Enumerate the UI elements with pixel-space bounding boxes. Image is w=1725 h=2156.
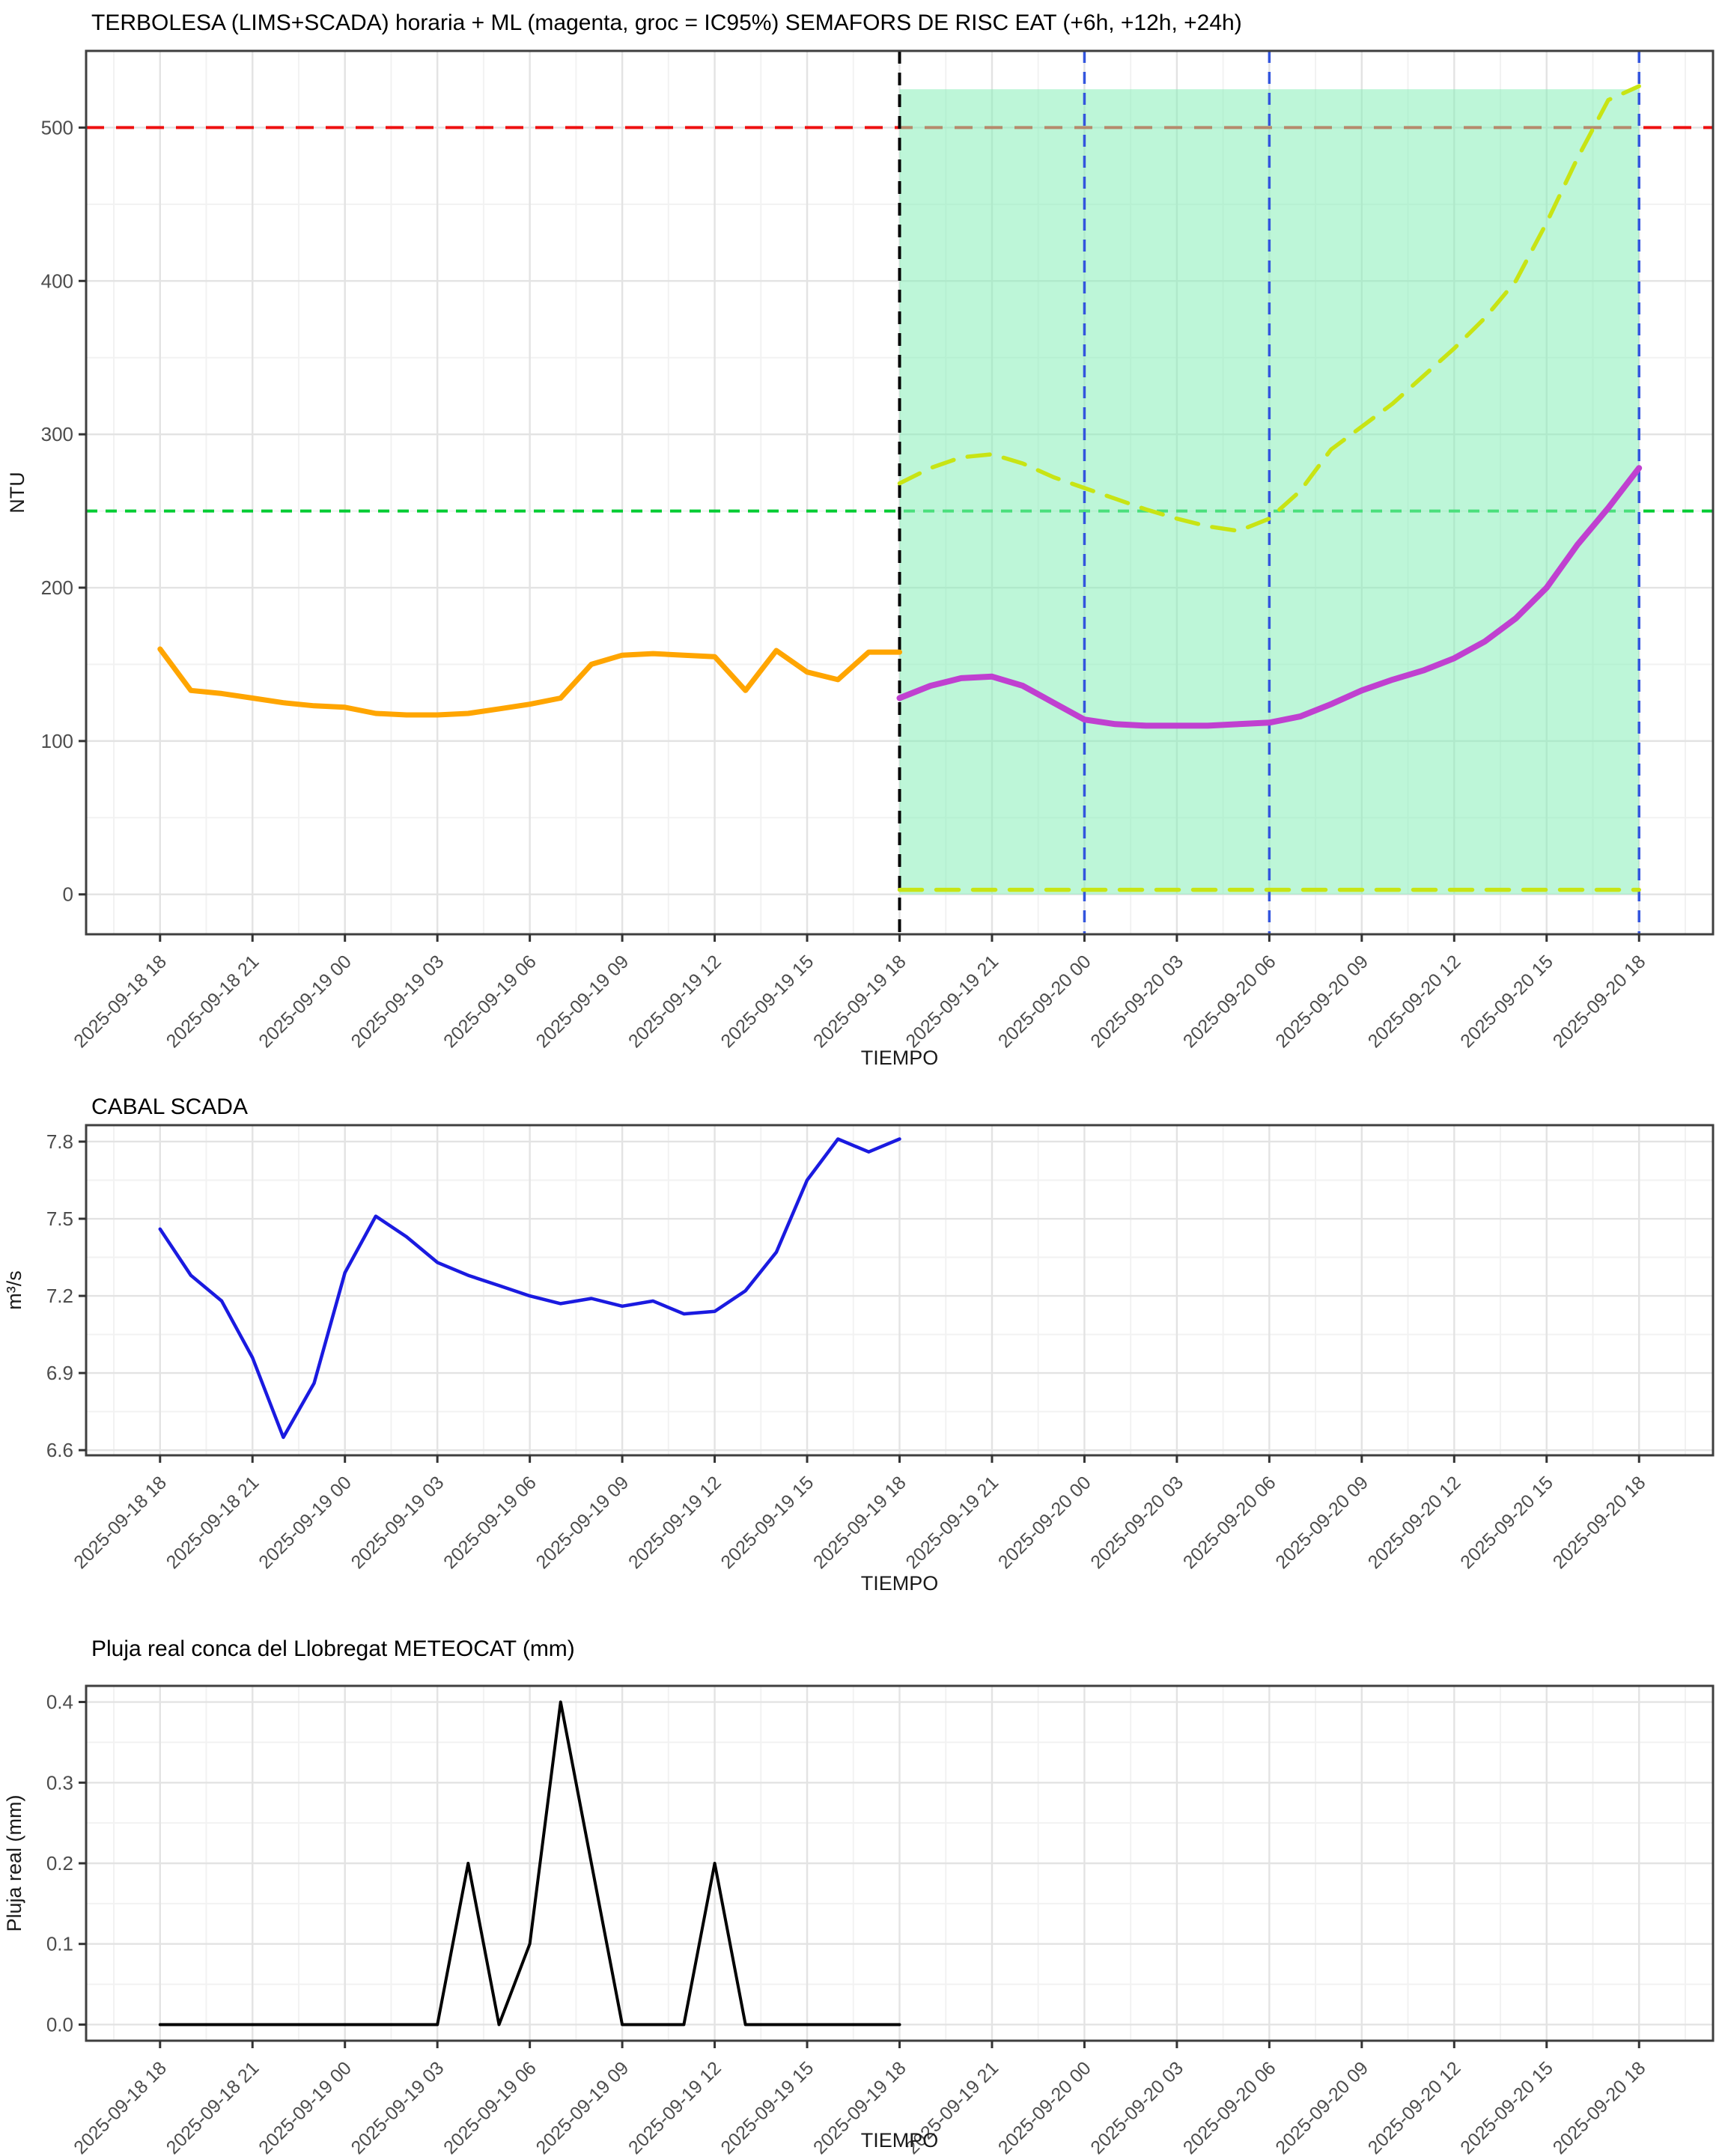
series-ic95-upper — [897, 84, 1641, 533]
svg-text:2025-09-20 06: 2025-09-20 06 — [1179, 1472, 1280, 1573]
x-axis-title: TIEMPO — [861, 1047, 939, 1069]
svg-text:7.8: 7.8 — [46, 1130, 73, 1153]
svg-text:7.2: 7.2 — [46, 1285, 73, 1307]
svg-text:2025-09-20 06: 2025-09-20 06 — [1179, 951, 1280, 1052]
series-observed-lims-scada — [157, 646, 902, 718]
svg-text:2025-09-20 03: 2025-09-20 03 — [1086, 1472, 1187, 1573]
svg-text:6.6: 6.6 — [46, 1439, 73, 1461]
y-tick-labels: 0.0 0.1 0.2 0.3 0.4 — [46, 1691, 73, 2036]
svg-text:2025-09-19 12: 2025-09-19 12 — [624, 2057, 725, 2156]
svg-text:2025-09-19 15: 2025-09-19 15 — [717, 951, 818, 1052]
svg-text:2025-09-20 03: 2025-09-20 03 — [1086, 951, 1187, 1052]
svg-text:2025-09-19 06: 2025-09-19 06 — [439, 951, 541, 1052]
rainfall-chart: Pluja real conca del Llobregat METEOCAT … — [0, 1602, 1725, 2156]
svg-text:2025-09-19 18: 2025-09-19 18 — [809, 1472, 910, 1573]
svg-text:2025-09-20 15: 2025-09-20 15 — [1456, 2057, 1557, 2156]
svg-text:2025-09-19 09: 2025-09-19 09 — [532, 1472, 633, 1573]
svg-text:6.9: 6.9 — [46, 1362, 73, 1384]
svg-text:2025-09-20 09: 2025-09-20 09 — [1271, 2057, 1372, 2156]
svg-text:2025-09-20 00: 2025-09-20 00 — [994, 1472, 1095, 1573]
svg-text:2025-09-20 00: 2025-09-20 00 — [994, 2057, 1095, 2156]
svg-text:2025-09-20 09: 2025-09-20 09 — [1271, 951, 1372, 1052]
svg-text:2025-09-19 00: 2025-09-19 00 — [255, 951, 356, 1052]
axis-tick-marks — [79, 1140, 1640, 1463]
svg-text:2025-09-19 06: 2025-09-19 06 — [439, 1472, 541, 1573]
grid-major — [86, 1686, 1713, 2041]
x-axis-title: TIEMPO — [861, 2129, 939, 2152]
y-tick-labels: 6.6 6.9 7.2 7.5 7.8 — [46, 1130, 73, 1461]
svg-text:2025-09-18 18: 2025-09-18 18 — [70, 951, 171, 1052]
series-ml-prediction-magenta — [896, 465, 1643, 729]
svg-text:2025-09-19 03: 2025-09-19 03 — [347, 1472, 448, 1573]
svg-text:2025-09-20 09: 2025-09-20 09 — [1271, 1472, 1372, 1573]
svg-text:2025-09-19 12: 2025-09-19 12 — [624, 1472, 725, 1573]
svg-text:2025-09-18 21: 2025-09-18 21 — [162, 951, 264, 1052]
svg-text:2025-09-20 15: 2025-09-20 15 — [1456, 1472, 1557, 1573]
svg-text:0: 0 — [63, 883, 73, 906]
svg-text:2025-09-18 21: 2025-09-18 21 — [162, 1472, 264, 1573]
flow-chart-title: CABAL SCADA — [91, 1094, 248, 1119]
svg-text:2025-09-19 00: 2025-09-19 00 — [255, 2057, 356, 2156]
svg-text:0.0: 0.0 — [46, 2013, 73, 2035]
svg-text:2025-09-19 06: 2025-09-19 06 — [439, 2057, 541, 2156]
y-tick-labels: 0 100 200 300 400 500 — [41, 116, 73, 905]
svg-text:2025-09-19 09: 2025-09-19 09 — [532, 2057, 633, 2156]
svg-text:2025-09-19 03: 2025-09-19 03 — [347, 951, 448, 1052]
svg-text:2025-09-19 00: 2025-09-19 00 — [255, 1472, 356, 1573]
y-axis-title: Pluja real (mm) — [3, 1794, 25, 1931]
series-cabal-scada — [158, 1137, 901, 1440]
svg-text:2025-09-20 03: 2025-09-20 03 — [1086, 2057, 1187, 2156]
turbidity-chart-title: TERBOLESA (LIMS+SCADA) horaria + ML (mag… — [91, 10, 1242, 35]
series-pluja-real — [158, 1700, 901, 2026]
y-axis-title: NTU — [6, 472, 28, 514]
svg-text:100: 100 — [41, 730, 73, 752]
svg-text:0.4: 0.4 — [46, 1691, 73, 1714]
grid-major — [86, 1125, 1713, 1455]
svg-text:2025-09-20 18: 2025-09-20 18 — [1549, 2057, 1650, 2156]
svg-text:400: 400 — [41, 270, 73, 292]
svg-text:2025-09-20 06: 2025-09-20 06 — [1179, 2057, 1280, 2156]
svg-text:0.2: 0.2 — [46, 1852, 73, 1875]
svg-text:2025-09-20 18: 2025-09-20 18 — [1549, 1472, 1650, 1573]
svg-text:2025-09-18 18: 2025-09-18 18 — [70, 1472, 171, 1573]
svg-text:0.3: 0.3 — [46, 1771, 73, 1794]
svg-text:2025-09-20 15: 2025-09-20 15 — [1456, 951, 1557, 1052]
svg-text:2025-09-19 12: 2025-09-19 12 — [624, 951, 725, 1052]
svg-text:300: 300 — [41, 423, 73, 445]
svg-text:2025-09-20 12: 2025-09-20 12 — [1364, 951, 1465, 1052]
svg-text:2025-09-18 18: 2025-09-18 18 — [70, 2057, 171, 2156]
svg-text:2025-09-19 18: 2025-09-19 18 — [809, 951, 910, 1052]
svg-text:2025-09-20 18: 2025-09-20 18 — [1549, 951, 1650, 1052]
svg-text:200: 200 — [41, 576, 73, 599]
svg-text:2025-09-19 09: 2025-09-19 09 — [532, 951, 633, 1052]
svg-text:2025-09-20 00: 2025-09-20 00 — [994, 951, 1095, 1052]
svg-text:2025-09-19 15: 2025-09-19 15 — [717, 1472, 818, 1573]
svg-text:0.1: 0.1 — [46, 1933, 73, 1955]
turbidity-forecast-chart: TERBOLESA (LIMS+SCADA) horaria + ML (mag… — [6, 10, 1715, 1069]
svg-text:2025-09-20 12: 2025-09-20 12 — [1364, 1472, 1465, 1573]
x-axis-title: TIEMPO — [861, 1572, 939, 1595]
svg-text:500: 500 — [41, 116, 73, 138]
svg-text:2025-09-18 21: 2025-09-18 21 — [162, 2057, 264, 2156]
svg-text:2025-09-19 21: 2025-09-19 21 — [901, 1472, 1003, 1573]
flow-scada-chart: CABAL SCADA 2025-09-18 18 2025-09-18 21 20… — [0, 1078, 1725, 1602]
svg-text:7.5: 7.5 — [46, 1208, 73, 1230]
axis-tick-marks — [79, 1701, 1640, 2048]
svg-text:2025-09-20 12: 2025-09-20 12 — [1364, 2057, 1465, 2156]
svg-text:2025-09-19 21: 2025-09-19 21 — [901, 951, 1003, 1052]
svg-text:2025-09-19 15: 2025-09-19 15 — [717, 2057, 818, 2156]
axis-tick-marks — [79, 126, 1640, 942]
svg-text:2025-09-19 03: 2025-09-19 03 — [347, 2057, 448, 2156]
rainfall-chart-title: Pluja real conca del Llobregat METEOCAT … — [91, 1636, 575, 1661]
y-axis-title: m³/s — [3, 1270, 25, 1309]
